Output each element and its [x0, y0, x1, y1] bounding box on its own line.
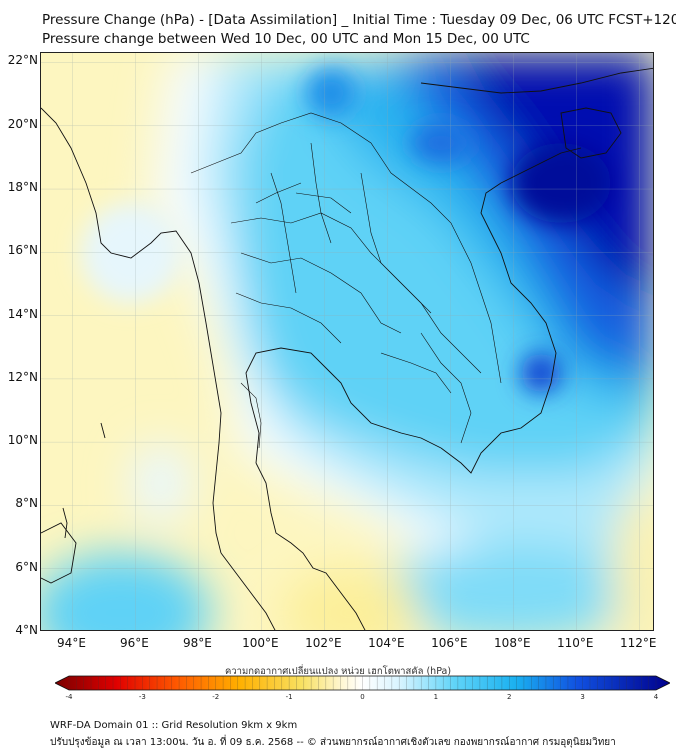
pressure-detail — [81, 68, 611, 393]
colorbar-tick-label: 0 — [360, 693, 365, 701]
latitude-label: 20°N — [7, 116, 38, 131]
colorbar-tick-label: 3 — [580, 693, 585, 701]
longitude-label: 110°E — [557, 636, 594, 650]
longitude-label: 102°E — [305, 636, 342, 650]
colorbar — [55, 675, 670, 691]
latitude-label: 8°N — [15, 496, 38, 511]
longitude-label: 94°E — [57, 636, 86, 650]
latitude-label: 12°N — [7, 369, 38, 384]
chart-subtitle: Pressure change between Wed 10 Dec, 00 U… — [42, 31, 530, 47]
longitude-label: 108°E — [494, 636, 531, 650]
colorbar-title: ความกดอากาศเปลี่ยนแปลง หน่วย เฮกโตพาสคัล… — [224, 666, 452, 677]
admin-borders — [190, 112, 502, 449]
longitude-label: 96°E — [120, 636, 149, 650]
coastlines — [41, 67, 653, 630]
latitude-label: 14°N — [7, 306, 38, 321]
longitude-label: 112°E — [620, 636, 657, 650]
colorbar-tick-label: 2 — [507, 693, 512, 701]
colorbar-tick-label: 1 — [433, 693, 439, 701]
footer-model-info: WRF-DA Domain 01 :: Grid Resolution 9km … — [50, 720, 298, 731]
latitude-label: 4°N — [15, 623, 38, 637]
colorbar-tick-label: -1 — [285, 693, 293, 701]
longitude-label: 98°E — [182, 636, 212, 650]
latitude-label: 18°N — [7, 180, 38, 195]
map-panel — [40, 52, 654, 631]
colorbar-tick-label: -3 — [138, 693, 146, 701]
colorbar-tick-label: 4 — [653, 693, 659, 701]
latitude-label: 10°N — [7, 433, 38, 448]
longitude-label: 100°E — [242, 636, 279, 650]
colorbar-tick-label: -2 — [212, 693, 220, 701]
footer-credit: ปรับปรุงข้อมูล ณ เวลา 13:00น. วัน อ. ที่… — [50, 737, 616, 748]
latitude-label: 22°N — [7, 53, 38, 68]
latitude-label: 6°N — [15, 559, 38, 574]
pressure-change-map — [41, 53, 653, 630]
chart-title: Pressure Change (hPa) - [Data Assimilati… — [42, 12, 676, 28]
latitude-label: 16°N — [7, 243, 38, 258]
colorbar-tick-label: -4 — [65, 693, 73, 701]
longitude-label: 106°E — [431, 636, 468, 650]
gridlines — [41, 53, 653, 630]
longitude-label: 104°E — [368, 636, 405, 650]
